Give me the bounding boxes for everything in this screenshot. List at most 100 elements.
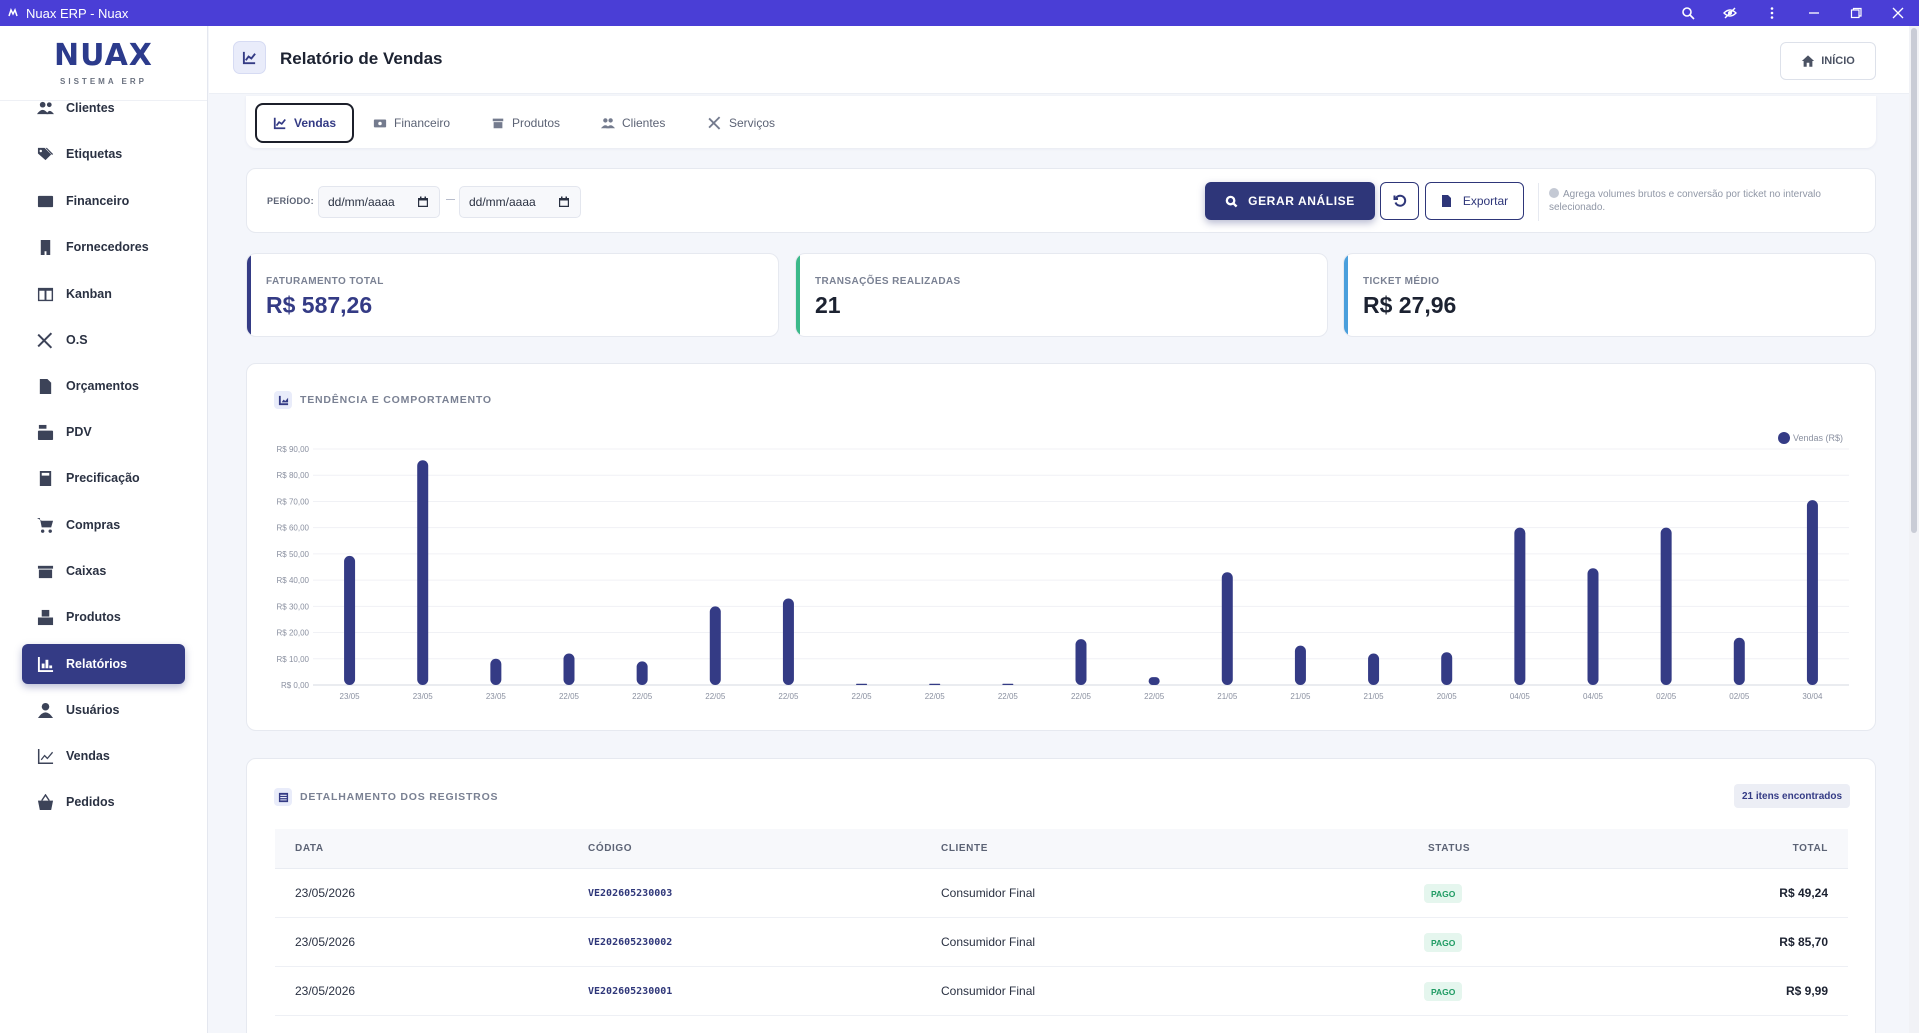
kpi-label: FATURAMENTO TOTAL	[266, 276, 384, 287]
tab-clientes[interactable]: Clientes	[601, 103, 665, 143]
window-titlebar: Nuax ERP - Nuax	[0, 0, 1919, 26]
col-client[interactable]: CLIENTE	[941, 843, 988, 854]
sidebar-item-etiquetas[interactable]: Etiquetas	[22, 134, 185, 174]
page-header: Relatório de Vendas INÍCIO	[209, 26, 1909, 94]
boxes-icon	[36, 608, 54, 626]
sidebar-item-relatorios[interactable]: Relatórios	[22, 644, 185, 684]
row-date: 23/05/2026	[295, 886, 356, 900]
sidebar-item-label: Pedidos	[66, 795, 115, 809]
tab-servicos[interactable]: Serviços	[708, 103, 775, 143]
tab-financeiro[interactable]: Financeiro	[373, 103, 450, 143]
table-row[interactable]: 23/05/2026 VE202605230001 Consumidor Final…	[275, 967, 1848, 1016]
y-tick-label: R$ 50,00	[277, 550, 310, 559]
restore-icon[interactable]	[1835, 0, 1877, 26]
home-button[interactable]: INÍCIO	[1780, 42, 1876, 80]
row-code[interactable]: VE202605230003	[588, 888, 673, 899]
y-tick-label: R$ 10,00	[277, 655, 310, 664]
end-date-input[interactable]: dd/mm/aaaa	[459, 186, 581, 218]
building-icon	[36, 238, 54, 256]
col-total[interactable]: TOTAL	[1792, 843, 1828, 854]
brand-logo[interactable]: NUAX SISTEMA ERP	[0, 26, 207, 101]
tab-vendas[interactable]: Vendas	[255, 103, 355, 143]
kpi-value: 21	[815, 292, 841, 318]
x-tick-label: 22/05	[1144, 692, 1165, 701]
sidebar-item-vendas[interactable]: Vendas	[22, 736, 185, 776]
tab-label: Produtos	[512, 116, 561, 130]
reset-button[interactable]	[1380, 182, 1419, 220]
x-tick-label: 21/05	[1217, 692, 1238, 701]
x-tick-label: 22/05	[852, 692, 873, 701]
sidebar-item-financeiro[interactable]: Financeiro	[22, 181, 185, 221]
x-tick-label: 21/05	[1290, 692, 1311, 701]
sidebar-item-precificacao[interactable]: Precificação	[22, 458, 185, 498]
sidebar-item-kanban[interactable]: Kanban	[22, 274, 185, 314]
minimize-icon[interactable]	[1793, 0, 1835, 26]
sidebar-item-pdv[interactable]: PDV	[22, 412, 185, 452]
close-icon[interactable]	[1877, 0, 1919, 26]
sidebar-item-caixas[interactable]: Caixas	[22, 551, 185, 591]
sidebar-item-compras[interactable]: Compras	[22, 505, 185, 545]
sidebar-item-produtos[interactable]: Produtos	[22, 597, 185, 637]
undo-icon	[1393, 194, 1406, 207]
x-tick-label: 22/05	[632, 692, 653, 701]
y-tick-label: R$ 70,00	[277, 497, 310, 506]
row-date: 23/05/2026	[295, 984, 356, 998]
export-button[interactable]: Exportar	[1425, 182, 1524, 220]
y-tick-label: R$ 20,00	[277, 629, 310, 638]
y-tick-label: R$ 40,00	[277, 576, 310, 585]
tab-label: Serviços	[729, 116, 776, 130]
tools-icon	[36, 331, 54, 349]
sidebar-item-orcamentos[interactable]: Orçamentos	[22, 366, 185, 406]
bar	[1733, 637, 1745, 685]
sidebar-item-label: Clientes	[66, 101, 115, 115]
row-code[interactable]: VE202605230002	[588, 937, 673, 948]
home-icon	[1802, 55, 1815, 67]
status-badge: PAGO	[1424, 933, 1463, 952]
sidebar-item-label: Kanban	[66, 287, 112, 301]
home-button-label: INÍCIO	[1821, 55, 1855, 67]
bar	[1075, 639, 1087, 685]
tab-produtos[interactable]: Produtos	[491, 103, 560, 143]
table-row[interactable]: 23/05/2026 VE202605230003 Consumidor Final…	[275, 869, 1848, 918]
y-tick-label: R$ 30,00	[277, 602, 310, 611]
x-tick-label: 22/05	[1071, 692, 1092, 701]
sidebar-item-usuarios[interactable]: Usuários	[22, 690, 185, 730]
table-header: DATA CÓDIGO CLIENTE STATUS TOTAL	[275, 829, 1848, 869]
y-tick-label: R$ 90,00	[277, 445, 310, 454]
tab-label: Clientes	[622, 116, 666, 130]
kpi-label: TICKET MÉDIO	[1363, 276, 1440, 287]
x-tick-label: 23/05	[486, 692, 507, 701]
date-range-separator	[446, 199, 455, 200]
row-code[interactable]: VE202605230001	[588, 986, 673, 997]
kpi-card-transactions: TRANSAÇÕES REALIZADAS 21	[795, 253, 1328, 337]
sidebar-item-label: Etiquetas	[66, 147, 123, 161]
table-row[interactable]: 23/05/2026 VE202605230002 Consumidor Final…	[275, 918, 1848, 967]
zoom-icon[interactable]	[1667, 0, 1709, 26]
row-date: 23/05/2026	[295, 935, 356, 949]
col-status[interactable]: STATUS	[1428, 843, 1471, 854]
more-vertical-icon[interactable]	[1751, 0, 1793, 26]
x-tick-label: 30/04	[1802, 692, 1823, 701]
sidebar-item-label: Produtos	[66, 610, 121, 624]
kpi-label: TRANSAÇÕES REALIZADAS	[815, 276, 961, 287]
eye-off-icon[interactable]	[1709, 0, 1751, 26]
x-tick-label: 23/05	[413, 692, 434, 701]
sidebar-item-clientes[interactable]: Clientes	[22, 88, 185, 128]
col-date[interactable]: DATA	[295, 843, 324, 854]
scrollbar-thumb[interactable]	[1911, 28, 1917, 533]
sidebar-item-pedidos[interactable]: Pedidos	[22, 782, 185, 822]
sidebar-item-o-s[interactable]: O.S	[22, 320, 185, 360]
generate-analysis-button[interactable]: GERAR ANÁLISE	[1205, 182, 1375, 220]
bar	[563, 653, 575, 685]
bar	[490, 658, 502, 685]
x-tick-label: 21/05	[1364, 692, 1385, 701]
page-scrollbar[interactable]	[1909, 26, 1919, 1033]
sidebar-item-label: Vendas	[66, 749, 110, 763]
row-total: R$ 49,24	[1779, 886, 1828, 900]
col-code[interactable]: CÓDIGO	[588, 843, 633, 854]
chart-section-title: TENDÊNCIA E COMPORTAMENTO	[274, 391, 492, 409]
y-tick-label: R$ 80,00	[277, 471, 310, 480]
start-date-input[interactable]: dd/mm/aaaa	[318, 186, 440, 218]
sidebar-item-fornecedores[interactable]: Fornecedores	[22, 227, 185, 267]
user-icon	[36, 701, 54, 719]
